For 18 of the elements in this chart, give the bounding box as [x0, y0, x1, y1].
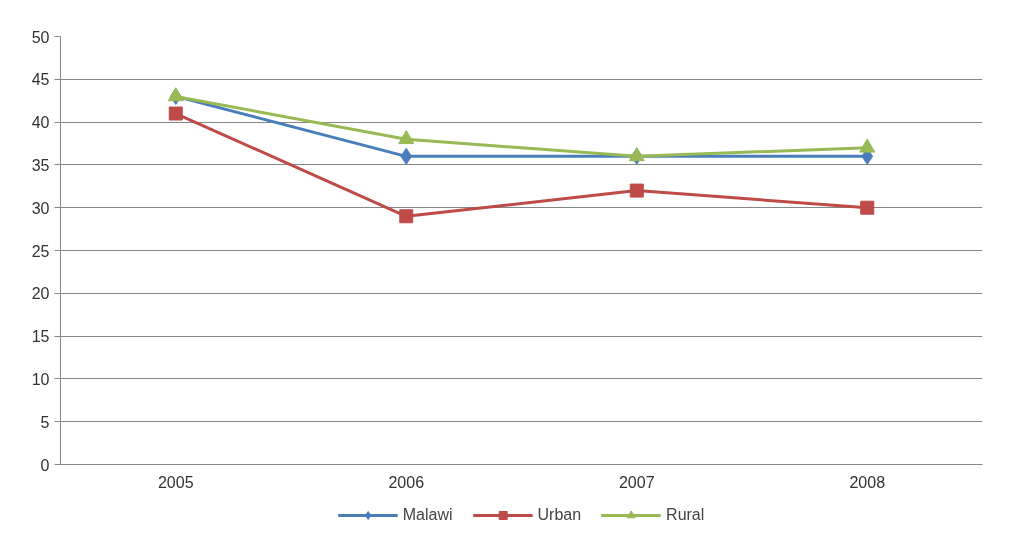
x-tick-label: 2005 — [157, 473, 194, 491]
legend-label: Malawi — [402, 506, 453, 524]
legend-label: Rural — [666, 506, 705, 524]
y-tick-label: 20 — [31, 285, 50, 303]
y-tick-label: 40 — [31, 114, 50, 132]
legend-label: Urban — [537, 506, 582, 524]
y-tick-label: 15 — [31, 328, 50, 346]
y-tick-label: 50 — [31, 28, 50, 46]
y-tick-label: 25 — [31, 242, 50, 260]
y-tick-label: 45 — [31, 71, 50, 89]
y-tick-label: 5 — [40, 413, 50, 431]
x-tick-label: 2007 — [618, 473, 655, 491]
y-tick-label: 35 — [31, 156, 50, 174]
y-tick-label: 10 — [31, 370, 50, 388]
y-tick-label: 0 — [40, 456, 50, 474]
y-tick-label: 30 — [31, 199, 50, 217]
x-tick-label: 2006 — [388, 473, 425, 491]
x-tick-label: 2008 — [849, 473, 886, 491]
